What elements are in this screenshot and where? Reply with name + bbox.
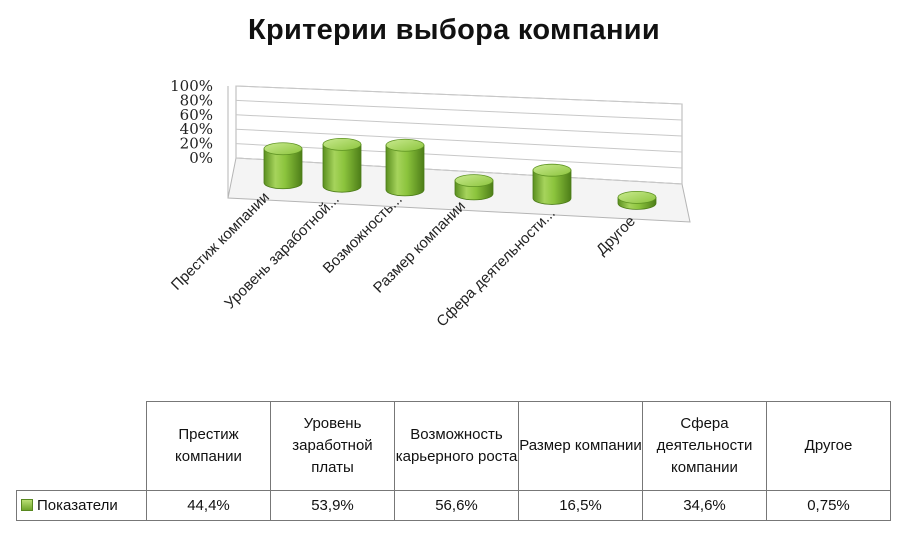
gridline [235, 157, 683, 185]
table-header-row: Престиж компании Уровень заработной плат… [16, 401, 891, 491]
y-tick-label: 0% [189, 149, 213, 167]
bar-top [322, 137, 362, 151]
bar [532, 163, 572, 205]
bar-body [263, 148, 303, 190]
y-tick-label: 40% [180, 120, 213, 138]
gridline [235, 85, 683, 105]
gridline [235, 99, 683, 121]
value-cell: 53,9% [270, 490, 395, 521]
series-name: Показатели [37, 496, 118, 514]
bar-top [263, 142, 303, 156]
value-cell: 34,6% [642, 490, 767, 521]
value-cell: 16,5% [518, 490, 643, 521]
legend-key-icon [21, 498, 33, 511]
bar [454, 174, 494, 201]
value-cell: 0,75% [766, 490, 891, 521]
y-tick-label: 60% [180, 106, 213, 124]
bar-top [532, 163, 572, 177]
y-tick-label: 20% [180, 135, 213, 153]
column-header: Размер компании [518, 401, 643, 491]
column-header: Сфера деятельности компании [642, 401, 767, 491]
value-cell: 44,4% [146, 490, 271, 521]
y-tick-label: 100% [170, 77, 213, 95]
bar [322, 137, 362, 193]
x-category-label: Другое [593, 213, 639, 259]
gridline [235, 128, 683, 153]
bar-top [385, 138, 425, 152]
bar-top [617, 190, 657, 204]
series-row-header: Показатели [16, 490, 147, 521]
bar [617, 190, 657, 210]
bar-body [322, 143, 362, 193]
bar [385, 138, 425, 197]
data-table: Престиж компании Уровень заработной плат… [16, 401, 891, 521]
bar-body [385, 144, 425, 197]
table-corner-cell [16, 401, 147, 491]
column-header: Престиж компании [146, 401, 271, 491]
bar [263, 142, 303, 190]
y-tick-label: 80% [180, 91, 213, 109]
column-header: Уровень заработной платы [270, 401, 395, 491]
bar-body [532, 169, 572, 205]
chart-title: Критерии выбора компании [247, 14, 661, 46]
chart-plot: 0%20%40%60%80%100% Престиж компанииУрове… [168, 77, 691, 330]
table-row: Показатели 44,4% 53,9% 56,6% 16,5% 34,6%… [16, 490, 891, 521]
column-header: Другое [766, 401, 891, 491]
gridline [235, 143, 683, 169]
gridline [235, 114, 683, 137]
column-header: Возможность карьерного роста [394, 401, 519, 491]
bar-top [454, 174, 494, 188]
value-cell: 56,6% [394, 490, 519, 521]
